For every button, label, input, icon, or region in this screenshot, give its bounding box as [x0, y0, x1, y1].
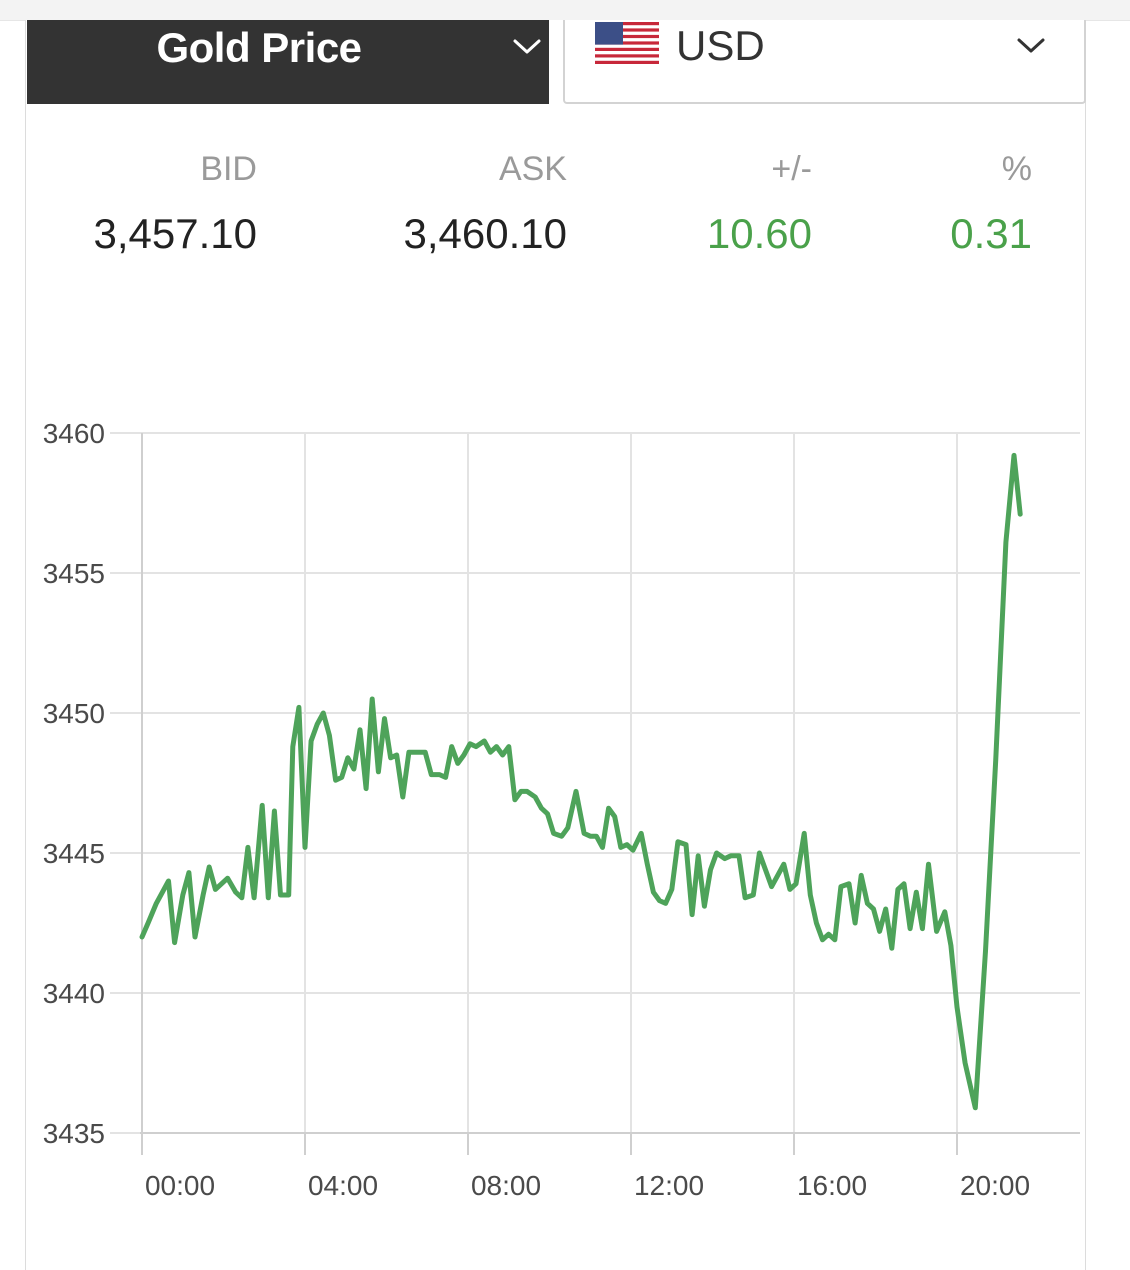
metal-dropdown-label: Gold Price — [156, 24, 362, 71]
us-flag-icon — [595, 22, 659, 64]
x-tick-label: 20:00 — [960, 1170, 1030, 1201]
x-tick-label: 00:00 — [145, 1170, 215, 1201]
ask-value: 3,460.10 — [403, 210, 568, 257]
change-value: 10.60 — [706, 210, 812, 257]
ask-header: ASK — [498, 150, 567, 188]
x-tick-label: 04:00 — [308, 1170, 378, 1201]
chevron-down-icon — [513, 39, 541, 54]
gold-price-panel — [25, 20, 1086, 1270]
currency-dropdown-label: USD — [676, 22, 765, 69]
bid-value: 3,457.10 — [93, 210, 258, 257]
y-tick-label: 3435 — [43, 1118, 105, 1149]
x-tick-label: 12:00 — [634, 1170, 704, 1201]
bid-header: BID — [200, 150, 257, 188]
x-tick-label: 08:00 — [471, 1170, 541, 1201]
price-series-line — [139, 452, 1023, 1111]
x-tick-label: 16:00 — [797, 1170, 867, 1201]
y-tick-label: 3450 — [43, 698, 105, 729]
y-tick-label: 3455 — [43, 558, 105, 589]
y-tick-label: 3440 — [43, 978, 105, 1009]
currency-dropdown[interactable]: USD — [563, 20, 1086, 104]
chevron-down-icon — [1017, 38, 1045, 53]
metal-dropdown[interactable]: Gold Price — [27, 20, 549, 104]
y-tick-label: 3445 — [43, 838, 105, 869]
y-tick-label: 3460 — [43, 418, 105, 449]
percent-value: 0.31 — [950, 210, 1032, 257]
percent-header: % — [1001, 150, 1032, 188]
change-header: +/- — [771, 150, 812, 188]
